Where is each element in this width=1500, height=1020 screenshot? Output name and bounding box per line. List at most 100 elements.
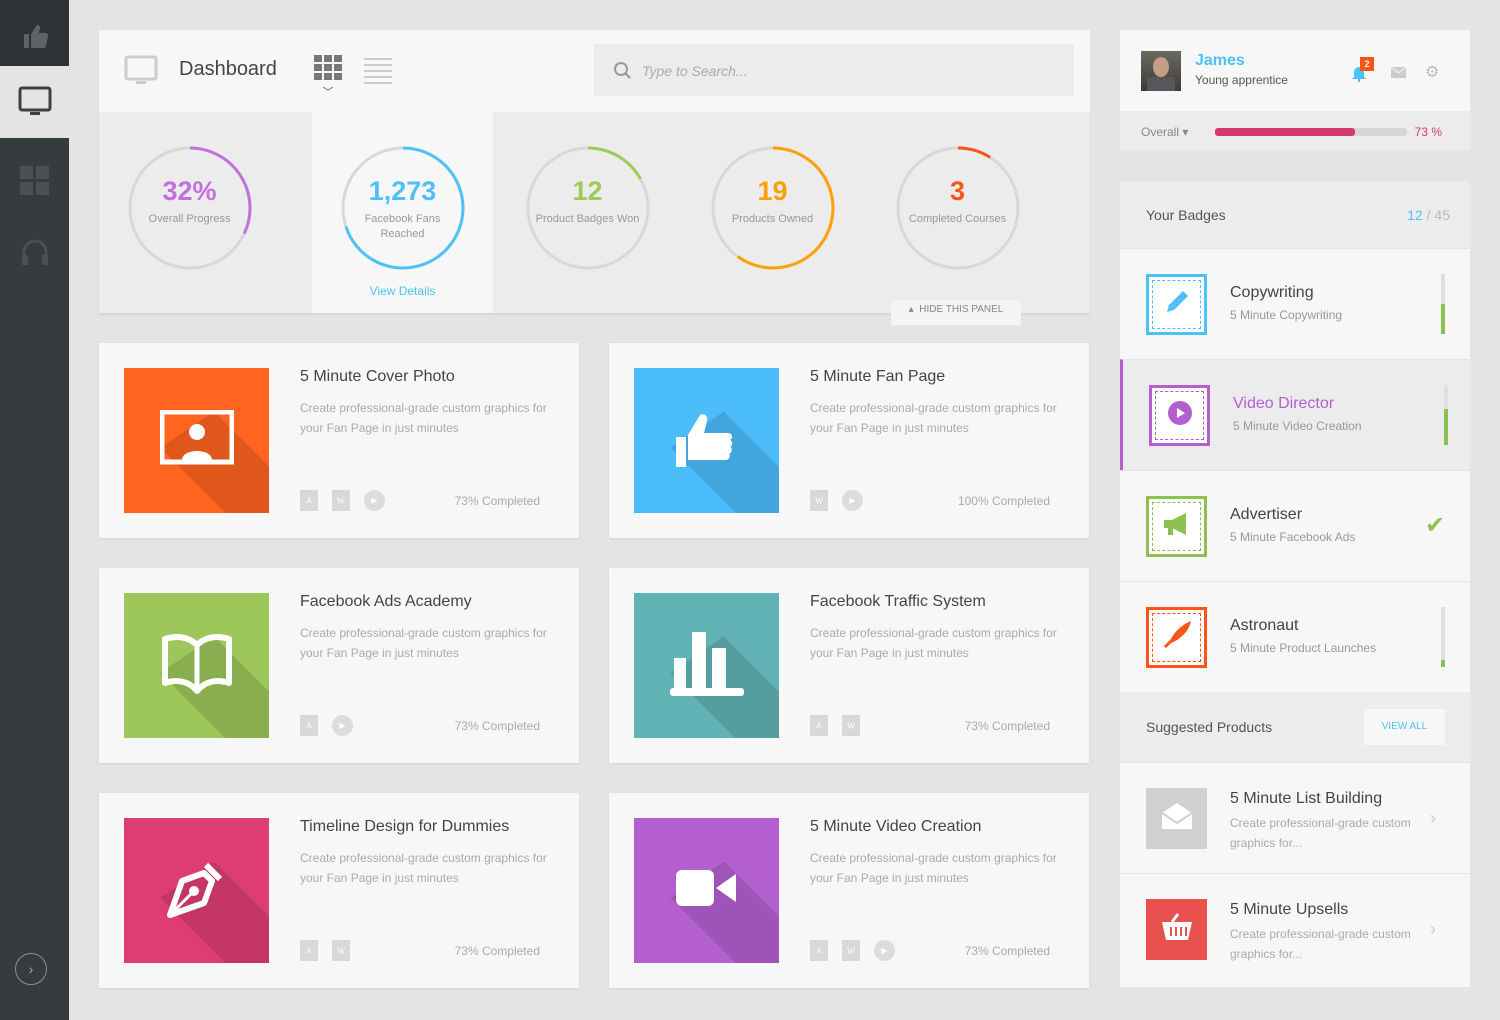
page-title: Dashboard [179,58,277,80]
pdf-file-icon[interactable]: ⅄ [810,940,828,961]
product-thumbnail [1146,788,1207,849]
check-icon: ✔ [1425,512,1446,539]
thumbs-up-icon [674,405,740,476]
hide-panel-label: HIDE THIS PANEL [919,304,1004,315]
suggested-product[interactable]: 5 Minute List Building Create profession… [1120,762,1470,873]
search-input[interactable]: Type to Search... [594,44,1074,96]
pdf-file-icon[interactable]: ⅄ [300,490,318,511]
sidebar-item-dashboard[interactable] [0,66,69,138]
chevron-right-icon[interactable]: › [1430,808,1436,828]
sidebar-item-likes[interactable] [0,0,69,72]
overall-dropdown[interactable]: Overall ▾ [1141,125,1189,139]
progress-ring [711,146,835,270]
course-thumbnail[interactable] [124,818,269,963]
user-role: Young apprentice [1195,73,1288,87]
profile-panel: James Young apprentice 2 ⚙ Overall ▾ 73 … [1120,30,1470,150]
word-file-icon[interactable]: W [842,715,860,736]
badge-item[interactable]: Video Director 5 Minute Video Creation [1120,359,1470,470]
list-view-button[interactable] [364,58,392,84]
word-file-icon[interactable]: W [810,490,828,511]
progress-ring [341,146,465,270]
course-card[interactable]: 5 Minute Fan Page Create professional-gr… [609,343,1089,538]
stat-label: Products Owned [731,213,814,225]
word-file-icon[interactable]: W [842,940,860,961]
view-details-link[interactable]: View Details [369,284,436,298]
settings-icon[interactable]: ⚙ [1425,64,1440,81]
course-title[interactable]: 5 Minute Fan Page [810,368,946,385]
course-thumbnail[interactable] [634,818,779,963]
progress-ring [896,146,1020,270]
video-icon[interactable]: ▶ [842,490,863,511]
pen-nib-icon [162,853,232,928]
overall-label: Overall [1141,125,1180,139]
course-title[interactable]: Timeline Design for Dummies [300,818,510,835]
overall-percent: 73 % [1414,125,1442,139]
badges-panel: Your Badges 12 / 45 Suggested Products V… [1120,181,1470,987]
monitor-icon [124,55,158,84]
badge-item[interactable]: Copywriting 5 Minute Copywriting [1120,248,1470,359]
pdf-file-icon[interactable]: ⅄ [810,715,828,736]
course-description: Create professional-grade custom graphic… [810,851,1057,885]
course-description: Create professional-grade custom graphic… [300,851,547,885]
word-file-icon[interactable]: W [332,490,350,511]
badge-item[interactable]: Astronaut 5 Minute Product Launches [1120,581,1470,692]
header: Dashboard Type to Search... [99,30,1090,112]
badge-progress [1444,385,1448,445]
course-thumbnail[interactable] [634,593,779,738]
video-icon[interactable]: ▶ [874,940,895,961]
course-title[interactable]: 5 Minute Video Creation [810,818,982,835]
word-file-icon[interactable]: W [332,940,350,961]
pdf-file-icon[interactable]: ⅄ [300,940,318,961]
notification-count: 2 [1360,57,1374,71]
stat-3: 19 Products Owned [682,112,863,313]
badge-icon [1149,385,1210,446]
badge-title: Copywriting [1230,284,1314,301]
video-icon[interactable]: ▶ [364,490,385,511]
course-card[interactable]: 5 Minute Cover Photo Create professional… [99,343,579,538]
stat-label: Facebook Fans Reached [364,213,441,240]
stat-2: 12 Product Badges Won [497,112,678,313]
course-card[interactable]: 5 Minute Video Creation Create professio… [609,793,1089,988]
video-icon[interactable]: ▶ [332,715,353,736]
course-progress: 73% Completed [964,719,1050,733]
stat-value: 32% [162,176,217,206]
stat-label: Completed Courses [908,213,1007,225]
product-title: 5 Minute List Building [1230,790,1383,807]
view-all-button[interactable]: VIEW ALL [1364,709,1445,745]
badge-item[interactable]: Advertiser 5 Minute Facebook Ads ✔ [1120,470,1470,581]
rocket-icon [1161,619,1193,656]
user-name[interactable]: James [1195,52,1245,69]
badges-total: / 45 [1426,207,1450,223]
course-card[interactable]: Facebook Ads Academy Create professional… [99,568,579,763]
course-title[interactable]: Facebook Ads Academy [300,593,472,610]
sidebar-item-support[interactable] [0,218,69,290]
grid-icon [19,166,49,195]
product-description: Create professional-grade custom graphic… [1230,927,1411,961]
grid-view-button[interactable] [314,55,344,93]
badge-subtitle: 5 Minute Copywriting [1230,308,1343,322]
badges-title: Your Badges [1146,207,1226,223]
course-card[interactable]: Facebook Traffic System Create professio… [609,568,1089,763]
course-progress: 73% Completed [454,719,540,733]
course-title[interactable]: Facebook Traffic System [810,593,986,610]
mail-icon[interactable] [1391,67,1406,78]
chevron-right-icon[interactable]: › [1430,919,1436,939]
badge-title: Advertiser [1230,506,1303,523]
search-icon [614,62,631,79]
course-thumbnail[interactable] [124,593,269,738]
sidebar-item-apps[interactable] [0,145,69,217]
avatar[interactable] [1141,51,1181,91]
stat-1: 1,273 Facebook Fans Reached View Details [312,112,493,313]
hide-panel-button[interactable]: ▴ HIDE THIS PANEL [891,300,1021,325]
course-card[interactable]: Timeline Design for Dummies Create profe… [99,793,579,988]
overall-progress-bar [1215,128,1407,136]
product-description: Create professional-grade custom graphic… [1230,816,1411,850]
progress-ring [526,146,650,270]
course-title[interactable]: 5 Minute Cover Photo [300,368,455,385]
course-thumbnail[interactable] [634,368,779,513]
pencil-icon [1161,286,1193,323]
suggested-product[interactable]: 5 Minute Upsells Create professional-gra… [1120,873,1470,984]
course-thumbnail[interactable] [124,368,269,513]
pdf-file-icon[interactable]: ⅄ [300,715,318,736]
expand-sidebar-button[interactable]: › [15,953,47,985]
